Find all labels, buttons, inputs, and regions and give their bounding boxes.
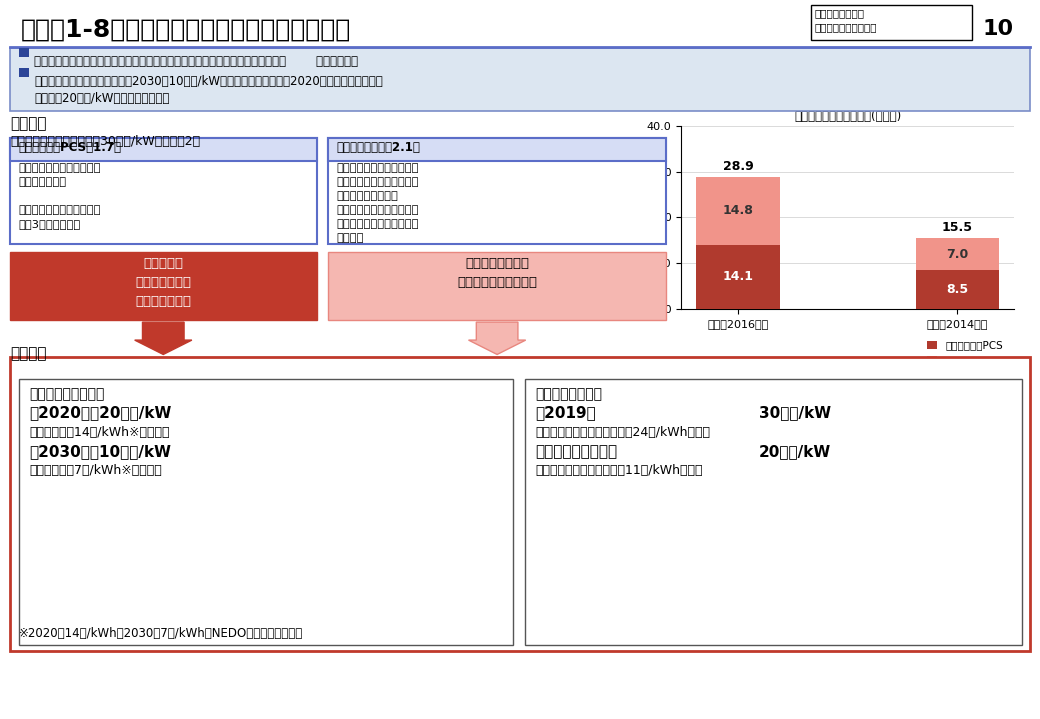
Text: 7.0: 7.0 — [946, 247, 968, 261]
Text: 現行のシステム費用は、約30万円/kWで欧州の2倍: 現行のシステム費用は、約30万円/kWで欧州の2倍 — [10, 135, 201, 148]
Bar — [915, 270, 998, 309]
Legend: モジュール・PCS, 工事費・架台・BOS: モジュール・PCS, 工事費・架台・BOS — [922, 336, 1015, 370]
Text: 工事費・架台等：2.1倍: 工事費・架台等：2.1倍 — [336, 141, 420, 154]
Title: 日欧のシステム費用比較(非住宅): 日欧のシステム費用比較(非住宅) — [794, 110, 902, 123]
Text: 太陽光発電競争力
強化研究会とりまとめ: 太陽光発電競争力 強化研究会とりまとめ — [814, 9, 877, 32]
Text: 欧州の約２倍のシステム費用を大幅に引き下げ、市場価格水準をそれぞれ達成。        （＝自立化）: 欧州の約２倍のシステム費用を大幅に引き下げ、市場価格水準をそれぞれ達成。 （＝自… — [34, 55, 359, 68]
Text: ・太陽光専門の施工事業者
　も少なく、工法等が最適
　化されていない。
・日本特有の災害対応や土
　地環境による工事・架台
　費増。: ・太陽光専門の施工事業者 も少なく、工法等が最適 化されていない。 ・日本特有の… — [336, 163, 418, 243]
Text: ＜住宅用太陽光＞: ＜住宅用太陽光＞ — [536, 387, 602, 400]
Text: ＜非住宅用太陽光＞: ＜非住宅用太陽光＞ — [29, 387, 104, 400]
Bar — [697, 244, 780, 309]
Text: 28.9: 28.9 — [723, 160, 753, 173]
Text: 8.5: 8.5 — [946, 283, 968, 296]
Text: このため、非住宅については、2030年10万円/kW、住宅用については、2020年以降できるだけ早
い時期に20万円/kWの達成を目指す。: このため、非住宅については、2030年10万円/kW、住宅用については、2020… — [34, 75, 383, 105]
Text: （発電コスト14円/kWh※に相当）: （発電コスト14円/kWh※に相当） — [29, 426, 170, 439]
Text: （売電価格が家庭用電力料金24円/kWh並み）: （売電価格が家庭用電力料金24円/kWh並み） — [536, 426, 710, 439]
Text: ・2020年　20万円/kW: ・2020年 20万円/kW — [29, 406, 172, 421]
Text: ・出来るだけ早期に: ・出来るだけ早期に — [536, 444, 618, 459]
Text: （発電コスト7円/kWh※に相当）: （発電コスト7円/kWh※に相当） — [29, 464, 162, 477]
Text: 30万円/kW: 30万円/kW — [759, 406, 831, 421]
Bar — [697, 177, 780, 244]
Text: ・2019年: ・2019年 — [536, 406, 596, 421]
Text: 工法等の最適化、
技術開発等により低減: 工法等の最適化、 技術開発等により低減 — [458, 257, 537, 290]
Y-axis label: 万円/kW: 万円/kW — [631, 201, 642, 234]
Text: 【目標】: 【目標】 — [10, 347, 47, 362]
Text: 競争促進と
技術開発により
国際価格に収斂: 競争促進と 技術開発により 国際価格に収斂 — [135, 257, 191, 308]
Text: モジュール・PCS：1.7倍: モジュール・PCS：1.7倍 — [19, 141, 122, 154]
Bar — [915, 238, 998, 270]
Text: 14.1: 14.1 — [723, 270, 754, 283]
Text: 14.8: 14.8 — [723, 204, 753, 217]
Text: 15.5: 15.5 — [941, 221, 972, 234]
Text: 10: 10 — [983, 19, 1014, 40]
Text: 20万円/kW: 20万円/kW — [759, 444, 831, 459]
Text: （参考1-8）太陽光発電のコスト低減イメージ: （参考1-8）太陽光発電のコスト低減イメージ — [21, 18, 352, 42]
Text: ※2020年14円/kWh、2030年7円/kWhはNEDO技術開発戦略目標: ※2020年14円/kWh、2030年7円/kWhはNEDO技術開発戦略目標 — [19, 627, 303, 640]
Text: ・国際流通商品でも内外価
　格差が存在。

・住宅用は過剰な流通構造
　で3倍の価格差。: ・国際流通商品でも内外価 格差が存在。 ・住宅用は過剰な流通構造 で3倍の価格差… — [19, 163, 101, 229]
Text: 【現状】: 【現状】 — [10, 116, 47, 132]
Text: ・2030年　10万円/kW: ・2030年 10万円/kW — [29, 444, 172, 459]
Text: （売電価格が電力市場価格11円/kWh並み）: （売電価格が電力市場価格11円/kWh並み） — [536, 464, 703, 477]
